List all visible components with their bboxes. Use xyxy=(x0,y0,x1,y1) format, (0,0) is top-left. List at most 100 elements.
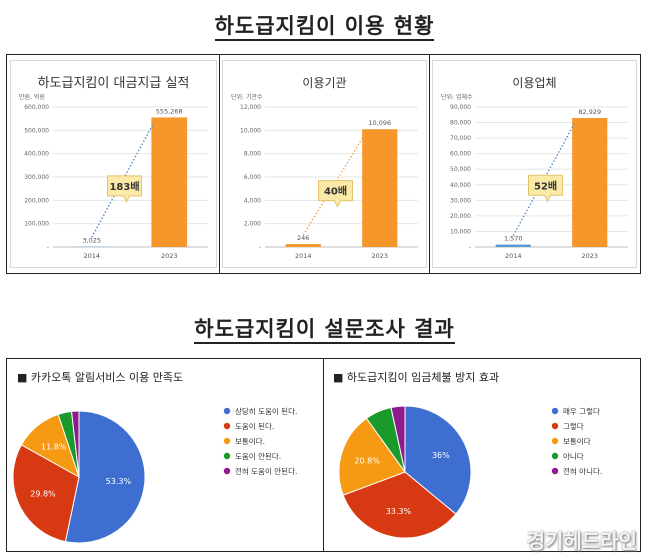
slice-label: 36% xyxy=(432,451,450,460)
legend-swatch xyxy=(551,422,559,430)
legend-swatch xyxy=(223,452,231,460)
y-tick-label: 4,000 xyxy=(244,197,261,204)
callout-text: 40배 xyxy=(324,185,347,198)
legend-swatch xyxy=(223,422,231,430)
legend-item: 전혀 도움이 안된다. xyxy=(235,466,297,476)
slice-label: 20.8% xyxy=(354,456,380,465)
value-label: 555,268 xyxy=(156,107,183,115)
survey-charts-panel: ■ 카카오톡 알림서비스 이용 만족도 53.3% 29.8% 11.8% 상당히 도움… xyxy=(6,358,641,552)
legend-item: 보통이다. xyxy=(235,436,265,446)
callout-text: 52배 xyxy=(534,179,557,192)
pie-slice xyxy=(342,471,457,539)
y-tick-label: 10,000 xyxy=(240,127,261,134)
legend-swatch xyxy=(223,467,231,475)
chart-title: 이용기관 xyxy=(302,76,346,90)
wage-arrears-pie-chart: ■ 하도급지킴이 임금체불 방지 효과 36% 33.3% 20.8% 매우 그렇다그렇… xyxy=(333,370,602,539)
y-tick-label: - xyxy=(47,244,49,251)
chart-title: ■ 카카오톡 알림서비스 이용 만족도 xyxy=(17,370,183,384)
y-tick-label: - xyxy=(259,244,261,251)
y-tick-label: 90,000 xyxy=(450,104,471,111)
section2-title: 하도급지킴이 설문조사 결과 xyxy=(0,313,649,344)
y-tick-label: 70,000 xyxy=(450,135,471,142)
pie-slice xyxy=(70,410,80,478)
pie-slice xyxy=(64,410,146,544)
legend-item: 아니다 xyxy=(563,451,584,461)
bar xyxy=(362,129,398,247)
y-tick-label: 2,000 xyxy=(244,221,261,228)
x-tick-label: 2014 xyxy=(295,252,312,260)
y-tick-label: 600,000 xyxy=(24,104,49,111)
y-tick-label: 80,000 xyxy=(450,120,471,127)
x-tick-label: 2014 xyxy=(83,252,100,260)
y-tick-label: 400,000 xyxy=(24,151,49,158)
bar xyxy=(572,117,608,247)
x-tick-label: 2023 xyxy=(581,252,598,260)
y-tick-label: 60,000 xyxy=(450,151,471,158)
value-label: 82,929 xyxy=(578,108,601,116)
y-tick-label: 40,000 xyxy=(450,182,471,189)
bar xyxy=(495,244,531,247)
legend-item: 매우 그렇다 xyxy=(563,406,600,416)
x-tick-label: 2023 xyxy=(161,252,178,260)
satisfaction-pie-chart: ■ 카카오톡 알림서비스 이용 만족도 53.3% 29.8% 11.8% 상당히 도움… xyxy=(12,370,297,544)
legend-swatch xyxy=(551,437,559,445)
y-tick-label: 300,000 xyxy=(24,174,49,181)
chart-title: 하도급지킴이 대금지급 실적 xyxy=(38,76,190,91)
legend-item: 상당히 도움이 된다. xyxy=(235,406,297,416)
pie-slice xyxy=(338,417,406,496)
legend-item: 전혀 아니다. xyxy=(563,466,602,476)
slice-label: 29.8% xyxy=(30,489,56,498)
pie-slice xyxy=(390,405,406,473)
x-tick-label: 2023 xyxy=(371,252,388,260)
slice-label: 11.8% xyxy=(41,442,67,451)
slice-label: 53.3% xyxy=(106,477,132,486)
value-label: 10,096 xyxy=(368,119,391,127)
y-tick-label: 200,000 xyxy=(24,197,49,204)
y-tick-label: 100,000 xyxy=(24,221,49,228)
callout-box xyxy=(318,180,353,208)
legend-item: 그렇다 xyxy=(563,421,584,431)
legend-swatch xyxy=(223,407,231,415)
y-tick-label: 8,000 xyxy=(244,151,261,158)
callout-box xyxy=(528,174,563,203)
y-tick-label: 50,000 xyxy=(450,166,471,173)
trend-line xyxy=(91,123,154,238)
x-tick-label: 2014 xyxy=(505,252,522,260)
y-tick-label: 30,000 xyxy=(450,197,471,204)
callout-text: 183배 xyxy=(109,180,139,193)
chart-title: ■ 하도급지킴이 임금체불 방지 효과 xyxy=(333,370,499,384)
legend-swatch xyxy=(551,452,559,460)
pie-slice xyxy=(404,405,472,515)
y-tick-label: 12,000 xyxy=(240,104,261,111)
legend-swatch xyxy=(551,467,559,475)
unit-label: 만원, 억원 xyxy=(19,93,45,101)
legend-item: 도움이 안된다. xyxy=(235,451,281,461)
unit-label: 단위: 기관수 xyxy=(231,93,263,101)
y-tick-label: 6,000 xyxy=(244,174,261,181)
y-tick-label: 10,000 xyxy=(450,228,471,235)
legend-item: 보통이다 xyxy=(563,436,591,446)
value-label: 3,025 xyxy=(82,236,101,244)
slice-label: 33.3% xyxy=(386,507,412,516)
y-tick-label: - xyxy=(469,244,471,251)
legend-swatch xyxy=(551,407,559,415)
section1-title: 하도급지킴이 이용 현황 xyxy=(0,10,649,41)
y-tick-label: 500,000 xyxy=(24,127,49,134)
legend-item: 도움이 된다. xyxy=(235,421,274,431)
bar xyxy=(73,246,110,248)
value-label: 1,570 xyxy=(504,235,523,243)
pie-slice xyxy=(12,444,80,543)
callout-box xyxy=(107,175,142,203)
bar xyxy=(151,117,188,247)
bar xyxy=(285,244,321,247)
value-label: 246 xyxy=(297,234,309,242)
chart-title: 이용업체 xyxy=(512,76,556,90)
y-tick-label: 20,000 xyxy=(450,213,471,220)
watermark: 경기헤드라인 xyxy=(526,529,637,553)
legend-swatch xyxy=(223,437,231,445)
unit-label: 단위: 업체수 xyxy=(441,93,473,101)
